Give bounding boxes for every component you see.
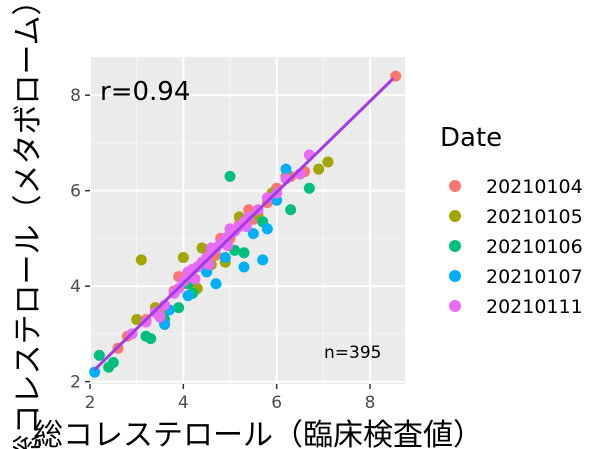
data-point-20210106 [107,357,119,369]
legend-label: 20210104 [486,176,583,198]
axis-ticks: 2 4 6 8 2 4 6 8 [70,86,375,413]
regression-line [93,77,395,371]
x-axis-title: 総コレステロール（臨床検査値） [33,418,483,449]
data-point-20210105 [135,254,147,266]
y-axis-title: 総コレステロール（メタボローム） [11,0,46,449]
data-point-20210107 [257,254,269,266]
data-point-20210107 [238,261,250,273]
legend-swatch [449,180,461,192]
data-point-20210106 [224,170,236,182]
data-point-20210107 [247,228,259,240]
data-point-20210111 [154,311,166,323]
correlation-label: r=0.94 [100,77,190,107]
data-point-20210107 [261,223,273,235]
legend-label: 20210106 [486,236,583,258]
data-point-20210105 [313,163,325,175]
y-tick-label: 2 [70,373,81,393]
data-point-20210105 [177,251,189,263]
y-tick-label: 8 [70,86,81,106]
legend: Date 20210104 20210105 20210106 20210107 202… [440,123,583,318]
sample-size-label: n=395 [324,343,381,363]
data-point-20210107 [219,251,231,263]
data-point-20210107 [89,366,101,378]
data-point-20210106 [93,349,105,361]
x-tick-label: 6 [271,393,282,413]
legend-title: Date [440,123,502,153]
x-tick-label: 8 [365,393,376,413]
legend-swatch [449,300,461,312]
data-point-20210105 [131,314,143,326]
y-tick-label: 6 [70,182,81,202]
legend-label: 20210107 [486,266,583,288]
data-point-20210106 [285,204,297,216]
data-point-20210111 [205,242,217,254]
legend-label: 20210105 [486,206,583,228]
legend-swatch [449,240,461,252]
data-point-20210106 [173,302,185,314]
data-point-20210107 [182,290,194,302]
data-point-20210107 [280,163,292,175]
data-point-20210111 [140,316,152,328]
data-point-20210106 [238,247,250,259]
data-point-20210105 [196,242,208,254]
legend-swatch [449,270,461,282]
x-tick-label: 2 [85,393,96,413]
data-point-20210106 [145,333,157,345]
data-point-20210111 [243,211,255,223]
data-point-20210106 [303,182,315,194]
y-tick-label: 4 [70,277,81,297]
data-point-20210111 [224,223,236,235]
data-point-20210107 [210,278,222,290]
legend-swatch [449,210,461,222]
legend-label: 20210111 [486,296,583,318]
data-point-20210105 [322,156,334,168]
grid [89,57,405,384]
x-tick-label: 4 [178,393,189,413]
